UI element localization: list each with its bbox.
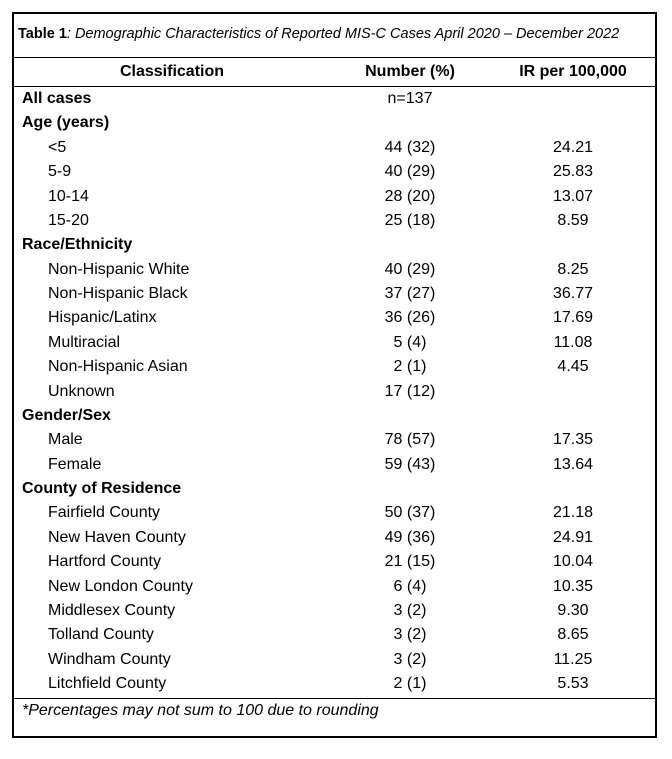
row-label: Unknown (48, 382, 115, 400)
row-label: Windham County (48, 650, 171, 668)
title-text: : Demographic Characteristics of Reporte… (66, 26, 620, 42)
cell-number: 2 (1) (393, 675, 427, 693)
title-label: Table 1 (18, 26, 67, 42)
cell-number: 50 (37) (384, 504, 436, 522)
title-rule (12, 57, 657, 58)
cell-rate: 17.69 (552, 309, 594, 327)
cell-rate: 9.30 (557, 601, 589, 619)
cell-number: n=137 (387, 90, 433, 107)
cell-rate: 11.08 (553, 333, 593, 351)
cell-number: 3 (2) (393, 650, 427, 668)
column-header: Number (%) (365, 63, 455, 80)
cell-rate: 10.04 (552, 553, 594, 571)
cell-number: 2 (1) (393, 358, 427, 376)
cell-rate: 8.65 (557, 626, 589, 644)
cell-number: 49 (36) (384, 528, 436, 546)
row-label: Female (48, 455, 102, 473)
cell-rate: 4.45 (557, 358, 589, 376)
cell-number: 59 (43) (384, 455, 436, 473)
cell-rate: 5.53 (557, 675, 589, 693)
cell-number: 5 (4) (393, 333, 427, 351)
cell-number: 44 (32) (384, 138, 436, 156)
cell-number: 3 (2) (393, 626, 427, 644)
row-label: Non-Hispanic White (48, 260, 190, 278)
row-label: New London County (48, 577, 193, 595)
cell-number: 78 (57) (384, 431, 436, 449)
cell-number: 28 (20) (384, 187, 436, 205)
row-label: Non-Hispanic Black (48, 285, 188, 303)
column-header: Classification (119, 63, 225, 80)
cell-rate: 24.91 (552, 528, 594, 546)
cell-number: 36 (26) (384, 309, 436, 327)
row-label: New Haven County (48, 528, 186, 546)
row-label: Hispanic/Latinx (48, 309, 157, 327)
footnote: *Percentages may not sum to 100 due to r… (22, 702, 379, 719)
row-label: All cases (22, 90, 92, 107)
section-heading: Age (years) (22, 114, 110, 132)
row-label: Middlesex County (48, 601, 176, 619)
row-label: 5-9 (48, 163, 72, 181)
row-label: <5 (48, 138, 67, 156)
cell-rate: 13.07 (552, 187, 594, 205)
cell-rate: 21.18 (552, 504, 594, 522)
cell-number: 40 (29) (384, 163, 436, 181)
cell-number: 40 (29) (384, 260, 436, 278)
footer-rule (12, 698, 657, 699)
row-label: Tolland County (48, 626, 154, 644)
cell-number: 17 (12) (384, 382, 436, 400)
cell-rate: 36.77 (552, 285, 594, 303)
cell-rate: 17.35 (552, 431, 594, 449)
row-label: Male (48, 431, 83, 449)
cell-rate: 13.64 (552, 455, 594, 473)
cell-number: 6 (4) (393, 577, 427, 595)
cell-rate: 11.25 (553, 650, 593, 668)
cell-number: 3 (2) (393, 601, 427, 619)
row-label: 10-14 (48, 187, 89, 205)
cell-rate: 8.25 (557, 260, 589, 278)
row-label: Multiracial (48, 333, 121, 351)
table-title: Table 1: Demographic Characteristics of … (18, 24, 619, 44)
row-label: Non-Hispanic Asian (48, 358, 188, 376)
row-label: Hartford County (48, 553, 161, 571)
cell-rate: 8.59 (557, 211, 589, 229)
cell-number: 25 (18) (384, 211, 436, 229)
cell-rate: 25.83 (552, 163, 594, 181)
row-label: 15-20 (48, 211, 89, 229)
cell-rate: 10.35 (552, 577, 594, 595)
cell-rate: 24.21 (552, 138, 594, 156)
section-heading: County of Residence (22, 480, 182, 498)
section-heading: Race/Ethnicity (22, 236, 133, 254)
row-label: Fairfield County (48, 504, 161, 522)
column-header: IR per 100,000 (519, 63, 627, 80)
cell-number: 21 (15) (384, 553, 436, 571)
header-rule (12, 86, 657, 87)
row-label: Litchfield County (48, 675, 167, 693)
cell-number: 37 (27) (384, 285, 436, 303)
section-heading: Gender/Sex (22, 406, 111, 424)
table-frame (12, 12, 657, 738)
